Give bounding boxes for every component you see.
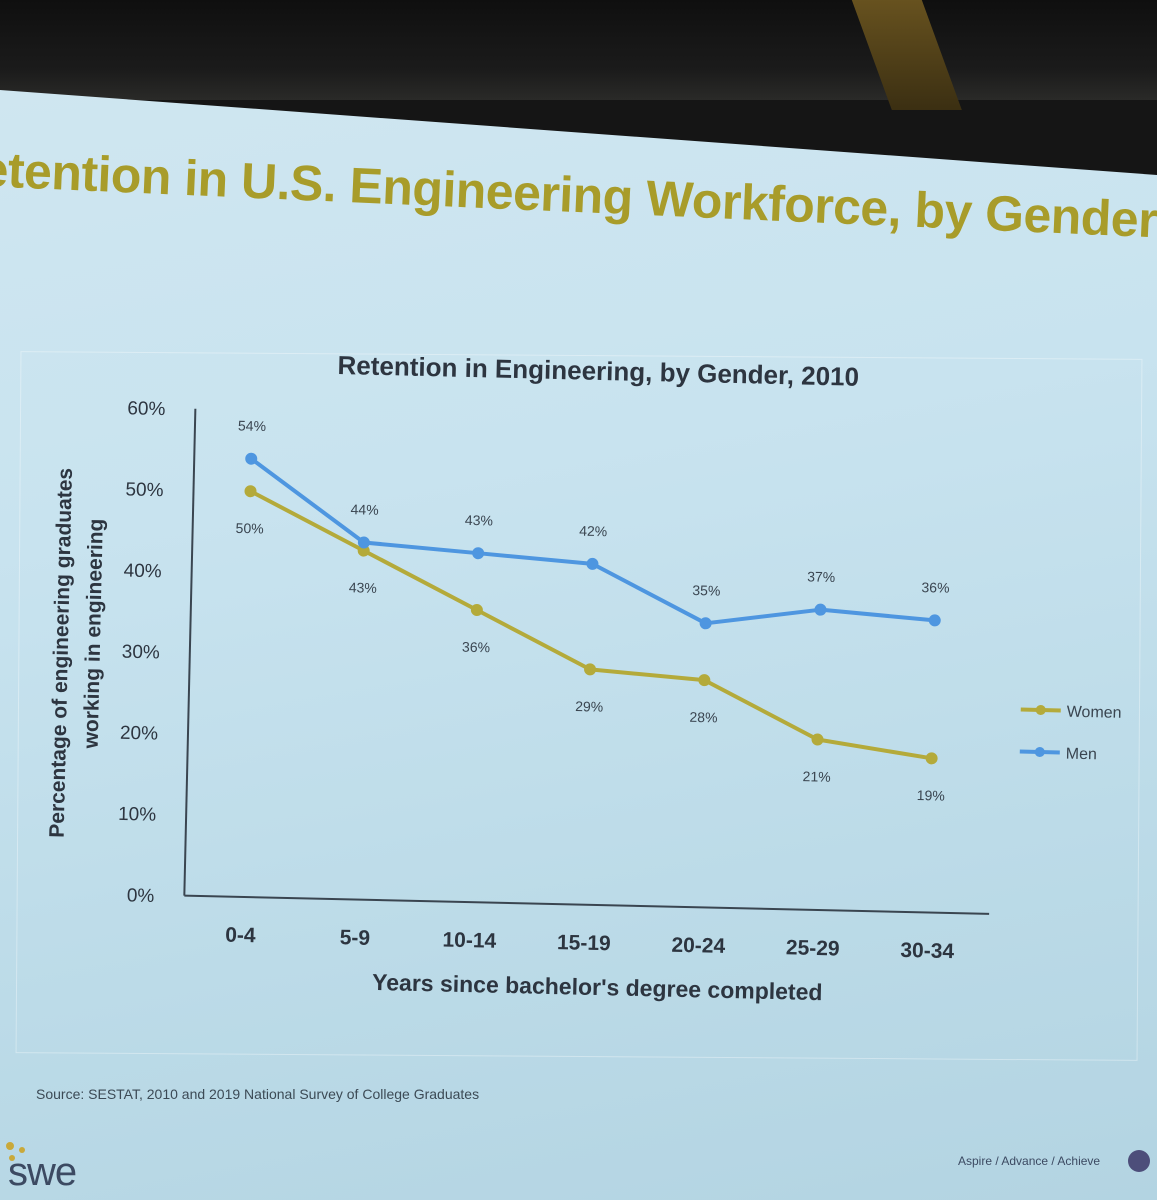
chart-title: Retention in Engineering, by Gender, 201… xyxy=(337,350,859,392)
men-data-label: 35% xyxy=(692,582,720,599)
x-tick-label: 30-34 xyxy=(900,939,955,963)
men-data-point xyxy=(357,536,370,549)
women-data-point xyxy=(584,663,597,676)
men-data-point xyxy=(586,557,599,570)
y-tick-label: 20% xyxy=(120,723,159,745)
men-data-label: 42% xyxy=(579,523,607,540)
men-data-label: 36% xyxy=(921,579,949,596)
men-data-label: 37% xyxy=(807,568,835,585)
y-axis-label-line-2: working in engineering xyxy=(80,518,108,749)
projected-slide xyxy=(0,90,1157,1200)
room-background xyxy=(0,0,1157,100)
men-data-point xyxy=(928,614,941,627)
x-tick-label: 10-14 xyxy=(442,929,497,953)
men-data-label: 54% xyxy=(238,417,266,434)
legend-label: Men xyxy=(1066,746,1098,764)
women-data-point xyxy=(925,752,938,765)
women-data-label: 50% xyxy=(235,520,263,537)
women-data-point xyxy=(698,674,711,687)
men-data-label: 44% xyxy=(350,501,378,518)
x-axis-label: Years since bachelor's degree completed xyxy=(372,969,823,1005)
tagline: Aspire / Advance / Achieve xyxy=(958,1154,1101,1168)
x-tick-label: 0-4 xyxy=(225,924,256,948)
legend-marker xyxy=(1034,747,1045,758)
y-tick-label: 0% xyxy=(127,885,155,907)
women-data-point xyxy=(244,485,257,498)
brand-dot xyxy=(1128,1150,1150,1172)
x-axis-line xyxy=(184,894,990,915)
x-tick-label: 15-19 xyxy=(557,931,611,955)
women-data-label: 28% xyxy=(689,709,717,726)
men-data-point xyxy=(814,603,827,616)
women-data-point xyxy=(811,733,824,746)
legend-marker xyxy=(1035,705,1046,716)
y-tick-label: 10% xyxy=(118,804,157,826)
y-tick-label: 60% xyxy=(127,398,166,420)
y-axis-label-line-1: Percentage of engineering graduates xyxy=(46,468,77,838)
y-tick-label: 40% xyxy=(123,561,162,583)
women-data-label: 29% xyxy=(575,698,603,715)
men-data-point xyxy=(245,452,258,465)
women-data-label: 21% xyxy=(802,768,830,785)
men-data-label: 43% xyxy=(465,512,493,529)
y-tick-label: 30% xyxy=(122,642,161,664)
women-data-point xyxy=(470,603,483,616)
y-axis-line xyxy=(183,408,197,896)
swe-logo-icon xyxy=(6,1142,25,1161)
legend-label: Women xyxy=(1067,704,1122,722)
men-data-point xyxy=(472,547,485,560)
y-tick-label: 50% xyxy=(125,479,164,501)
women-data-label: 36% xyxy=(462,639,490,656)
women-data-label: 43% xyxy=(349,579,377,596)
x-tick-label: 20-24 xyxy=(671,934,726,958)
women-data-label: 19% xyxy=(917,787,945,804)
x-tick-label: 25-29 xyxy=(786,936,840,960)
source-note: Source: SESTAT, 2010 and 2019 National S… xyxy=(36,1086,480,1102)
x-tick-label: 5-9 xyxy=(339,926,370,950)
men-data-point xyxy=(699,617,712,630)
swe-logo-text: swe xyxy=(8,1150,77,1194)
